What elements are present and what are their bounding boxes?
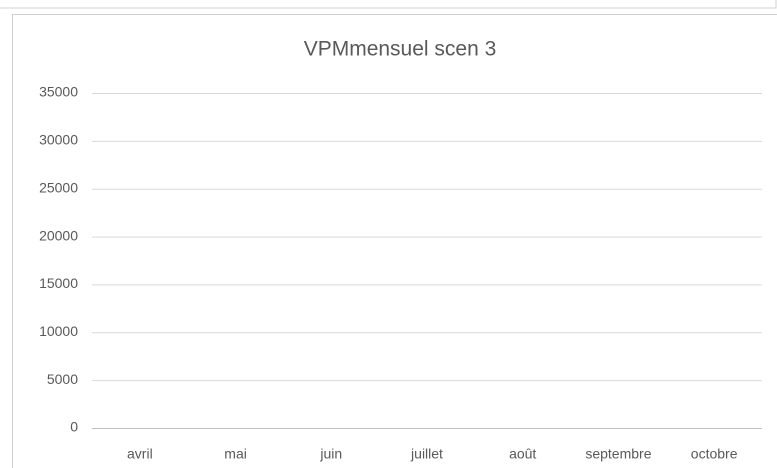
x-tick-label: septembre <box>585 446 651 462</box>
x-tick-label: juillet <box>410 446 443 462</box>
upper-frame <box>0 0 777 9</box>
y-tick-label: 15000 <box>39 275 78 291</box>
y-tick-label: 35000 <box>39 84 78 100</box>
x-tick-label: août <box>509 446 536 462</box>
x-tick-label: mai <box>224 446 247 462</box>
x-tick-label: octobre <box>691 446 738 462</box>
chart-title: VPMmensuel scen 3 <box>304 38 497 61</box>
y-tick-label: 20000 <box>39 227 78 243</box>
y-tick-label: 5000 <box>47 371 78 387</box>
y-tick-label: 0 <box>70 419 78 435</box>
x-tick-label: avril <box>127 446 153 462</box>
y-tick-label: 10000 <box>39 323 78 339</box>
y-tick-label: 30000 <box>39 132 78 148</box>
y-tick-label: 25000 <box>39 179 78 195</box>
x-tick-label: juin <box>319 446 342 462</box>
chart-frame <box>12 14 777 468</box>
